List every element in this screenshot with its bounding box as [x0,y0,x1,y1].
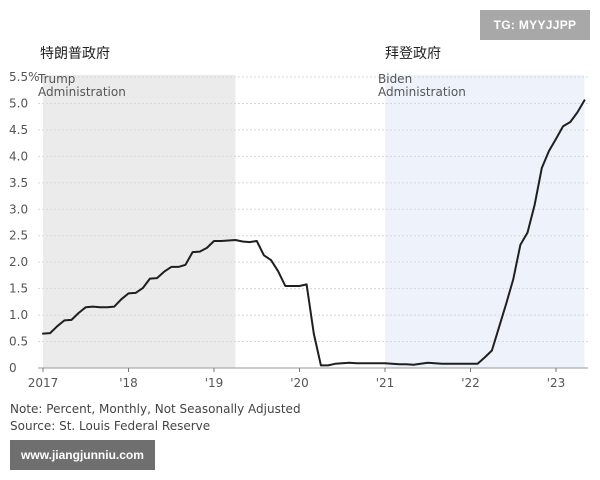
y-tick-label: 5.0 [9,96,28,110]
website-watermark: www.jiangjunniu.com [10,440,155,470]
chart-note: Note: Percent, Monthly, Not Seasonally A… [10,402,301,416]
telegram-watermark: TG: MYYJJPP [480,10,590,40]
x-tick-label: '18 [119,376,138,390]
y-tick-label: 4.5 [9,123,28,137]
shaded-regions [43,75,585,368]
y-tick-label: 3.0 [9,202,28,216]
y-tick-label: 5.5% [9,70,40,84]
line-chart: 0 0.5 1.0 1.5 2.0 2.5 3.0 3.5 4.0 4.5 5.0 5.5% 2017… [9,70,588,390]
biden-label-line1: Biden [378,72,412,86]
series-line [42,99,586,367]
administration-annotations: Trump Administration Biden Administratio… [37,72,466,99]
y-tick-label: 1.0 [9,308,28,322]
chart-source: Source: St. Louis Federal Reserve [10,419,211,433]
y-tick-label: 3.5 [9,176,28,190]
series-0-line [42,99,586,367]
x-tick-label: '22 [461,376,480,390]
trump-label-line1: Trump [37,72,75,86]
y-axis-ticks: 0 0.5 1.0 1.5 2.0 2.5 3.0 3.5 4.0 4.5 5.0 5.5% [9,70,40,375]
trump-administration-cn-label: 特朗普政府 [40,46,110,62]
x-tick-label: '20 [290,376,309,390]
trump-label-line2: Administration [38,85,126,99]
x-tick-label: 2017 [28,376,59,390]
biden-label-line2: Administration [378,85,466,99]
y-tick-label: 0.5 [9,335,28,349]
x-tick-label: '19 [205,376,224,390]
y-tick-label: 2.0 [9,255,28,269]
trump-shaded-region [43,75,236,368]
y-tick-label: 0 [9,361,17,375]
y-tick-label: 4.0 [9,149,28,163]
y-tick-label: 1.5 [9,282,28,296]
x-tick-label: '21 [376,376,395,390]
biden-administration-cn-label: 拜登政府 [385,46,441,62]
grid-lines [38,76,588,369]
x-tick-label: '23 [547,376,566,390]
y-tick-label: 2.5 [9,229,28,243]
x-axis-ticks: 2017 '18 '19 '20 '21 '22 '23 [28,368,566,390]
biden-shaded-region [385,75,585,368]
